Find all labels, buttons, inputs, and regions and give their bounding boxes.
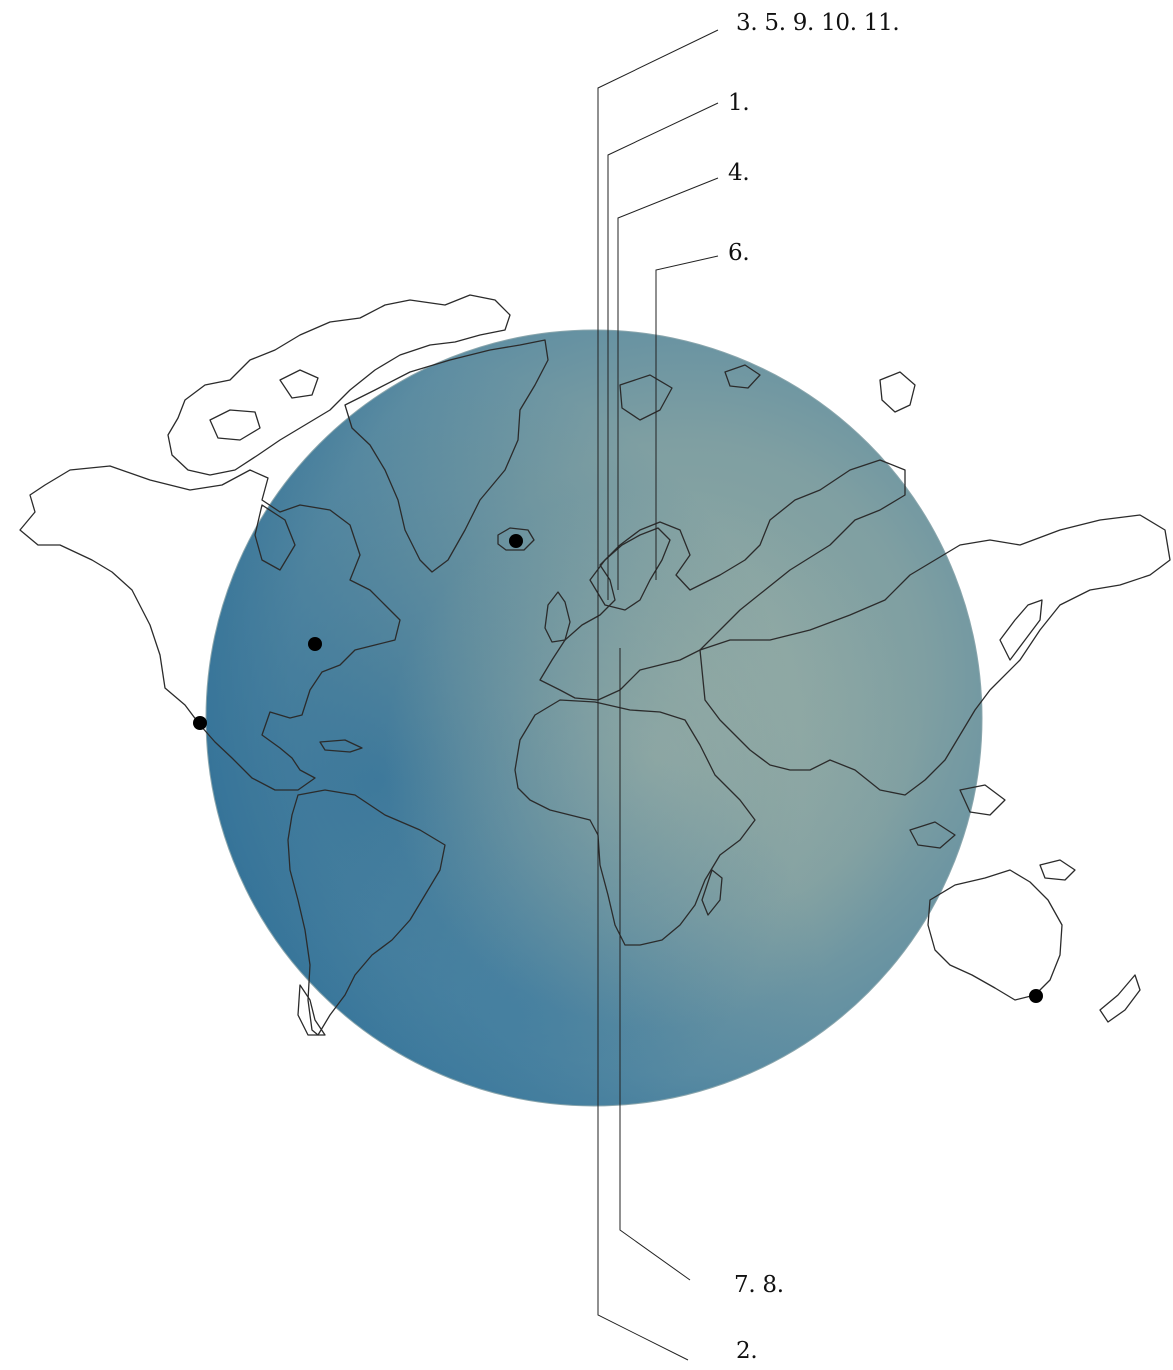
callout-label: 7. 8.: [734, 1272, 784, 1298]
europe-outline: [539, 459, 906, 701]
leader-line-b: [607, 102, 719, 600]
leader-line-e: [619, 648, 691, 1281]
leader-line-a: [597, 29, 719, 1361]
callout-label: 3. 5. 9. 10. 11.: [736, 10, 900, 36]
coastlines: [19, 294, 1171, 1036]
location-marker: [193, 716, 207, 730]
greenland-outline: [344, 339, 549, 573]
australia-outline: [927, 869, 1063, 1001]
location-marker: [1029, 989, 1043, 1003]
callout-label: 1.: [728, 90, 750, 116]
south-america-outline: [287, 789, 446, 1036]
hudson-bay-outline: [254, 504, 296, 571]
arctic-islands-outline: [167, 294, 511, 476]
uk-outline: [544, 591, 571, 643]
location-markers: [193, 534, 1043, 1003]
location-marker: [308, 637, 322, 651]
location-marker: [509, 534, 523, 548]
leader-line-d: [655, 255, 719, 580]
new-zealand-outline: [1099, 974, 1141, 1023]
madagascar-outline: [701, 869, 723, 916]
africa-outline: [514, 699, 756, 946]
iceland-outline: [497, 527, 535, 551]
callout-leaders: [597, 29, 719, 1361]
globe: [205, 329, 983, 1107]
callout-label: 6.: [728, 240, 750, 266]
callout-label: 4.: [728, 160, 750, 186]
north-america-outline: [19, 465, 401, 791]
asia-outline: [699, 514, 1171, 796]
leader-line-c: [617, 177, 719, 590]
callout-label: 2.: [736, 1338, 758, 1364]
scandinavia-outline: [589, 527, 671, 611]
